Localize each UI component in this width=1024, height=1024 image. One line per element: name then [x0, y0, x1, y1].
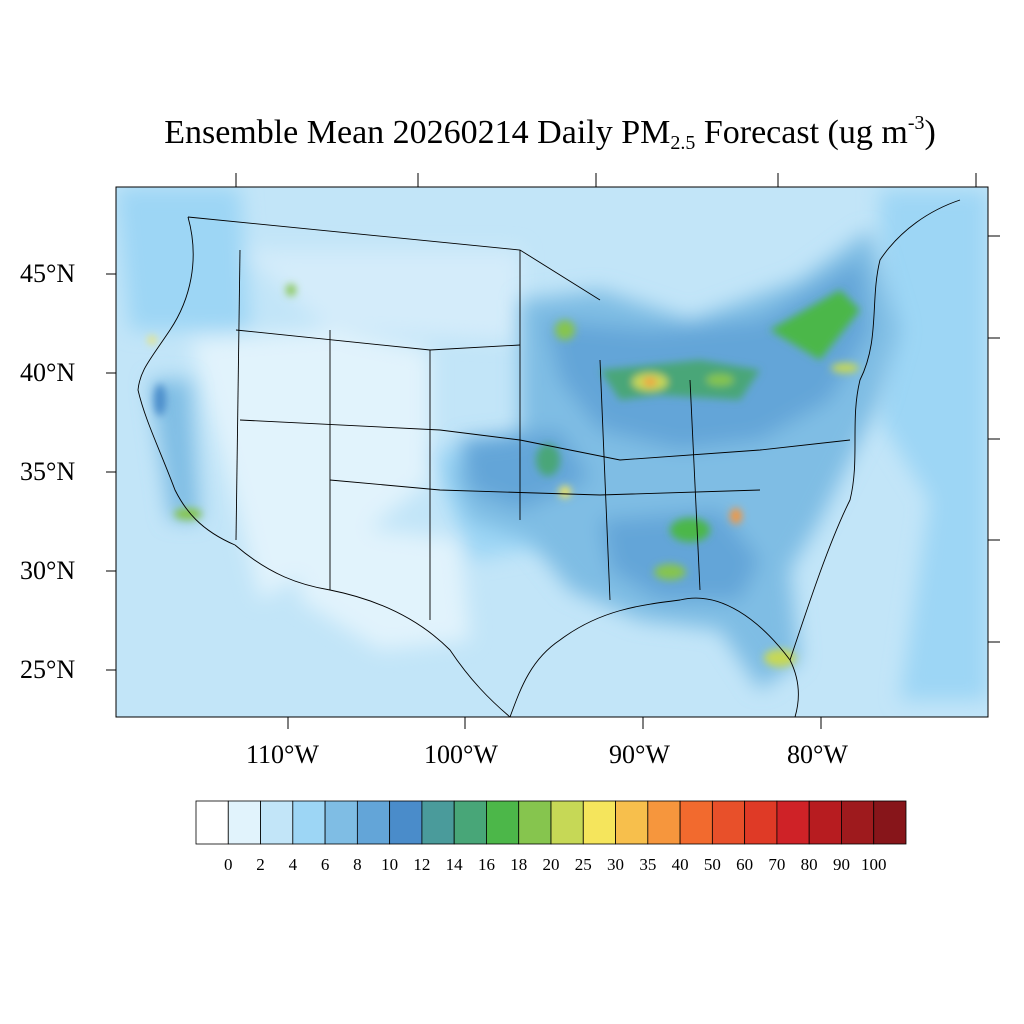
midsouth-area [460, 430, 590, 510]
colorbar-label: 100 [860, 855, 887, 874]
east-coast-line [789, 199, 961, 661]
colorbar-label: 14 [445, 855, 463, 874]
detroit-hotspot [706, 374, 734, 386]
colorbar-box [711, 800, 746, 845]
colorbar-label: 70 [768, 855, 786, 874]
pacific-northwest-area [116, 187, 250, 330]
colorbar-box [841, 800, 875, 845]
state-line-7 [599, 359, 611, 601]
colorbar-label: 8 [353, 855, 362, 874]
oregon-hotspot [148, 336, 156, 344]
colorbar-label: 90 [832, 855, 850, 874]
colorbar-box [518, 800, 552, 845]
colorbar-box [582, 800, 616, 845]
colorbar-label: 2 [256, 855, 265, 874]
nyc-hotspot [831, 363, 859, 373]
california-valley-area [150, 380, 200, 520]
colorbar-box [292, 800, 326, 845]
colorbar-box [195, 800, 229, 845]
colorbar-label: 10 [381, 855, 399, 874]
southeast-area [600, 510, 760, 600]
colorbar-label: 25 [574, 855, 592, 874]
title-subscript: 2.5 [670, 132, 696, 154]
great-lakes-ohio-area [545, 260, 870, 450]
colorbar-label: 80 [800, 855, 818, 874]
colorbar-label: 50 [703, 855, 721, 874]
west-coast-line [137, 216, 236, 546]
lon-label-100w: 100°W [424, 740, 498, 769]
florida-hotspot [764, 649, 796, 667]
northeast-hotspot [770, 290, 860, 360]
colorbar-label: 30 [607, 855, 625, 874]
colorbar-label: 16 [477, 855, 495, 874]
lat-label-30: 30°N [20, 556, 76, 585]
colorbar-label: 20 [542, 855, 560, 874]
colorbar-box [615, 800, 649, 845]
colorbar-label: 60 [736, 855, 754, 874]
state-line-9 [235, 249, 241, 541]
colorbar-label: 4 [288, 855, 298, 874]
lat-label-40: 40°N [20, 358, 76, 387]
colorbar-box [808, 800, 842, 845]
low-concentration-southwest [300, 520, 470, 650]
alabama-hotspot [670, 518, 710, 542]
colorbar-box [324, 800, 358, 845]
lat-label-25: 25°N [20, 655, 76, 684]
colorbar-box [486, 800, 520, 845]
colorbar-label: 35 [639, 855, 657, 874]
map-frame [115, 186, 989, 718]
lon-label-90w: 90°W [609, 740, 670, 769]
gulf-coast-line [509, 597, 799, 717]
state-line-2 [239, 419, 851, 461]
low-concentration-north [240, 250, 520, 340]
central-valley-hotspot [154, 384, 166, 416]
colorbar-box [356, 800, 391, 845]
title-prefix: Ensemble Mean 20260214 Daily PM [164, 114, 671, 151]
colorbar-box [679, 800, 713, 845]
ohio-valley-hotspot [600, 360, 760, 400]
colorbar-label: 18 [510, 855, 528, 874]
colorbar-label: 40 [671, 855, 689, 874]
low-concentration-west [190, 330, 430, 600]
colorbar-box [776, 800, 810, 845]
lat-label-35: 35°N [20, 457, 76, 486]
border-line [234, 544, 511, 717]
colorbar-box [260, 800, 294, 845]
colorbar-label: 6 [320, 855, 330, 874]
colorbar-box [421, 800, 455, 845]
concentration-field [116, 187, 988, 717]
colorbar [195, 800, 907, 845]
gulf-coast-hotspot [654, 564, 686, 580]
atlanta-peak [730, 508, 742, 524]
title-suffix: ) [924, 114, 936, 151]
colorbar-box [453, 800, 487, 845]
colorbar-box [227, 800, 261, 845]
montana-hotspot [286, 284, 296, 296]
arkansas-hotspot [536, 444, 560, 476]
lon-label-110w: 110°W [246, 740, 319, 769]
chicago-peak [643, 378, 657, 386]
wisconsin-hotspot [555, 320, 575, 340]
colorbar-box [647, 800, 681, 845]
colorbar-box [389, 800, 423, 845]
title-superscript: -3 [907, 112, 925, 134]
colorbar-box [550, 800, 584, 845]
title-middle: Forecast (ug m [695, 114, 908, 151]
colorbar-label: 12 [413, 855, 431, 874]
lat-label-45: 45°N [20, 259, 76, 288]
map-title: Ensemble Mean 20260214 Daily PM2.5 Forec… [0, 112, 1024, 155]
atlantic-area [880, 190, 988, 700]
map-outlines [137, 199, 961, 717]
axis-ticks [106, 173, 1000, 729]
los-angeles-hotspot [174, 508, 202, 520]
texarkana-peak [559, 486, 571, 498]
colorbar-box [873, 800, 907, 845]
state-line-8 [689, 379, 701, 591]
colorbar-label: 0 [224, 855, 233, 874]
colorbar-box [744, 800, 778, 845]
lon-label-80w: 80°W [787, 740, 848, 769]
